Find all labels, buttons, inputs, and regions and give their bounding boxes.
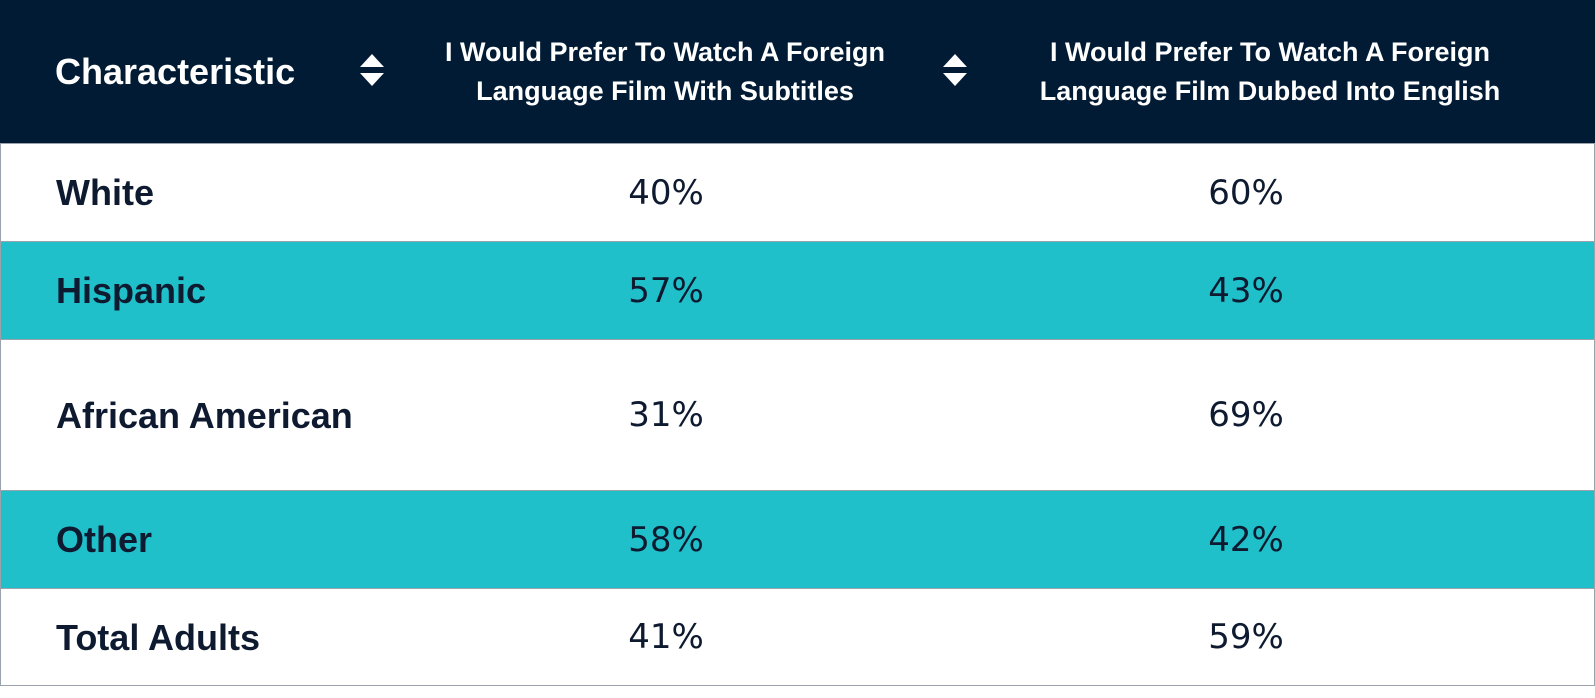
- row-label: Total Adults: [56, 616, 260, 658]
- dubbed-value: 43%: [1208, 270, 1284, 311]
- table-row: African American 31% 69%: [0, 339, 1595, 490]
- subtitles-value: 31%: [628, 395, 704, 435]
- dubbed-value: 60%: [1208, 172, 1284, 213]
- dubbed-value: 59%: [1208, 617, 1284, 657]
- table-header: Characteristic I Would Prefer To Watch A…: [0, 0, 1595, 143]
- subtitles-value: 41%: [628, 617, 704, 657]
- row-label: Other: [56, 519, 153, 560]
- sort-arrows-icon[interactable]: [360, 52, 384, 92]
- row-label: African American: [56, 394, 353, 436]
- dubbed-value: 42%: [1208, 519, 1284, 560]
- sort-up-icon: [943, 54, 967, 67]
- sort-down-icon: [360, 73, 384, 86]
- subtitles-value: 40%: [628, 172, 704, 213]
- sort-arrows-icon[interactable]: [943, 52, 967, 92]
- table-row: Hispanic 57% 43%: [0, 241, 1595, 339]
- sort-down-icon: [943, 73, 967, 86]
- column-header-dubbed[interactable]: I Would Prefer To Watch A Foreign Langua…: [1039, 36, 1501, 106]
- row-label: White: [56, 172, 154, 213]
- dubbed-value: 69%: [1208, 395, 1284, 435]
- sort-up-icon: [360, 54, 384, 67]
- table-row: Total Adults 41% 59%: [0, 588, 1595, 686]
- column-header-characteristic[interactable]: Characteristic: [55, 50, 296, 92]
- table-row: White 40% 60%: [0, 143, 1595, 241]
- column-header-subtitles[interactable]: I Would Prefer To Watch A Foreign Langua…: [444, 36, 885, 106]
- subtitles-value: 58%: [628, 519, 704, 560]
- row-label: Hispanic: [56, 270, 207, 311]
- table-row: Other 58% 42%: [0, 490, 1595, 588]
- subtitles-value: 57%: [628, 270, 704, 311]
